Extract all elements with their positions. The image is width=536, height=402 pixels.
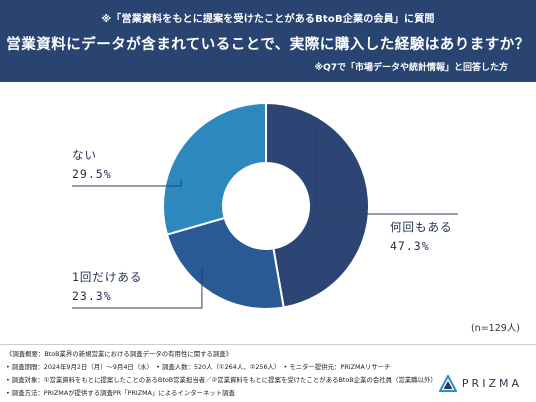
label-nai: ない 29.5% bbox=[72, 146, 112, 184]
donut-slice-1 bbox=[165, 216, 285, 310]
prizma-logo-icon bbox=[438, 374, 457, 392]
label-nankaimo-percent: 47.3% bbox=[390, 239, 430, 253]
prizma-logo: PRIZMA bbox=[438, 374, 522, 392]
question-title: 営業資料にデータが含まれていることで、実際に購入した経験はありますか？ bbox=[6, 37, 530, 53]
footer-line-target: • 調査対象：①営業資料をもとに提案したことのあるBtoB営業担当者／②営業資料… bbox=[6, 376, 437, 384]
leader-line-1 bbox=[72, 267, 203, 309]
label-ikkai-percent: 23.3% bbox=[72, 289, 112, 303]
sample-size: (n=129人) bbox=[470, 323, 520, 334]
label-nai-percent: 29.5% bbox=[72, 167, 112, 181]
label-ikkai: 1回だけある 23.3% bbox=[72, 268, 142, 306]
prizma-logo-text: PRIZMA bbox=[461, 376, 522, 390]
respondent-note: ※Q7で「市場データや統計情報」と回答した方 bbox=[314, 63, 508, 73]
leader-line-0 bbox=[316, 128, 458, 215]
question-subtitle: ※「営業資料をもとに提案を受けたことがあるBtoB企業の会員」に質問 bbox=[101, 14, 435, 25]
label-nankaimo: 何回もある 47.3% bbox=[390, 218, 453, 256]
survey-footer: 《調査概要：BtoB業界の新規営業における調査データの有用性に関する調査》 • … bbox=[0, 344, 536, 402]
label-nai-name: ない bbox=[72, 148, 97, 162]
leader-line-2 bbox=[72, 180, 182, 187]
label-nankaimo-name: 何回もある bbox=[390, 220, 453, 234]
footer-line-period: • 調査期間：2024年9月2日（月）～9月4日（水） • 調査人数：520人（… bbox=[6, 363, 391, 371]
chart-area: ない 29.5% 何回もある 47.3% 1回だけある 23.3% bbox=[0, 82, 536, 338]
donut-slice-2 bbox=[162, 101, 267, 236]
donut-chart bbox=[72, 101, 458, 310]
label-ikkai-name: 1回だけある bbox=[72, 270, 143, 284]
footer-line-overview: 《調査概要：BtoB業界の新規営業における調査データの有用性に関する調査》 bbox=[6, 350, 233, 358]
header-banner: ※「営業資料をもとに提案を受けたことがあるBtoB企業の会員」に質問 営業資料に… bbox=[0, 0, 536, 82]
footer-line-method: • 調査方法：PRIZMAが提供する調査PR「PRIZMA」によるインターネット… bbox=[6, 389, 235, 397]
